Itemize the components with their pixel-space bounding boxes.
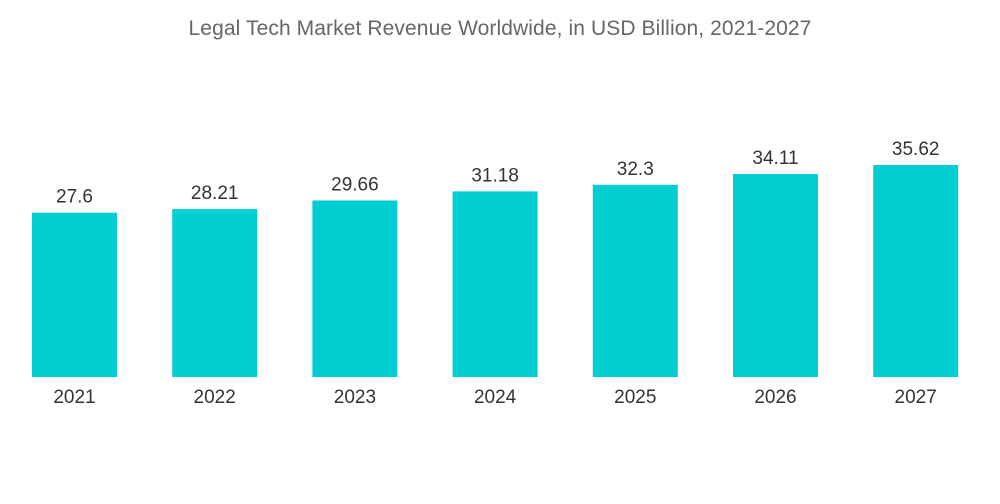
value-label-2026: 34.11: [752, 148, 798, 169]
x-tick-label-2025: 2025: [614, 387, 656, 408]
x-tick-label-2026: 2026: [754, 387, 796, 408]
value-label-2027: 35.62: [892, 139, 940, 160]
x-tick-label-2027: 2027: [895, 387, 937, 408]
bars-group: [32, 165, 959, 377]
chart-title: Legal Tech Market Revenue Worldwide, in …: [188, 17, 812, 40]
bar-2025: [592, 184, 678, 377]
value-labels-group: 27.6 28.21 29.66 31.18 32.3 34.11 35.62: [56, 139, 939, 208]
bar-2027: [873, 165, 959, 377]
bar-2022: [172, 209, 258, 377]
x-tick-label-2023: 2023: [334, 387, 376, 408]
x-tick-label-2024: 2024: [474, 387, 517, 408]
value-label-2022: 28.21: [191, 183, 239, 204]
value-label-2025: 32.3: [617, 159, 654, 180]
x-axis-ticks: 2021 2022 2023 2024 2025 2026 2027: [53, 387, 936, 408]
x-tick-label-2022: 2022: [194, 387, 236, 408]
bar-2026: [733, 174, 818, 377]
value-label-2023: 29.66: [331, 175, 379, 196]
x-tick-label-2021: 2021: [53, 387, 95, 408]
bar-2024: [452, 191, 538, 377]
value-label-2024: 31.18: [471, 165, 519, 186]
value-label-2021: 27.6: [56, 187, 93, 208]
bar-2021: [32, 212, 117, 377]
bar-2023: [312, 200, 398, 377]
